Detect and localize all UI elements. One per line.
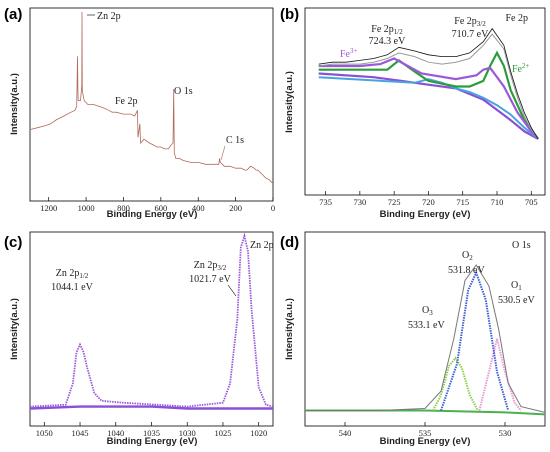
o1-label: O1 — [511, 280, 522, 292]
o1-energy: 530.5 eV — [498, 295, 535, 306]
o1s-baseline-line — [305, 409, 546, 416]
survey-spectrum-line — [29, 11, 274, 184]
panel-d-y-axis-label: Intensity(a.u.) — [284, 298, 295, 360]
x-tick-label: 600 — [154, 203, 167, 213]
fe2p32-label: Fe 2p3/2 — [454, 16, 486, 28]
x-tick-label: 1020 — [250, 428, 267, 438]
panel-d-title: O 1s — [512, 240, 531, 251]
panel-b: (b) 735 730 725 720 715 710 705 Fe 2p Fe 2p1/2… — [280, 6, 546, 220]
x-tick-label: 710 — [491, 197, 504, 207]
x-tick-label: 705 — [525, 197, 538, 207]
survey-fe2p-label: Fe 2p — [115, 96, 138, 107]
x-tick-label: 725 — [388, 197, 401, 207]
x-tick-label: 1040 — [107, 428, 124, 438]
panel-c: (c) 1050 1045 1040 1035 1030 1025 1020 Zn 2p Z… — [4, 231, 274, 447]
panel-letter-b: (b) — [280, 6, 299, 23]
x-tick-label: 1030 — [179, 428, 196, 438]
x-tick-label: 720 — [422, 197, 435, 207]
panel-b-y-axis-label: Intensity(a.u.) — [284, 71, 295, 133]
panel-b-x-axis-label: Binding Energy (eV) — [380, 209, 471, 220]
x-tick-label: 400 — [192, 203, 205, 213]
panel-d-x-axis-label: Binding Energy (eV) — [380, 436, 471, 447]
fe-raw-line — [318, 27, 539, 140]
panel-c-title: Zn 2p — [250, 240, 274, 251]
zn2p12-energy: 1044.1 eV — [51, 282, 93, 293]
o1s-envelope-line — [305, 264, 546, 413]
panel-b-frame — [304, 7, 546, 196]
panel-b-title: Fe 2p — [506, 13, 529, 24]
panel-c-x-axis-label: Binding Energy (eV) — [107, 436, 198, 447]
x-tick-label: 1025 — [214, 428, 231, 438]
zn2p32-energy: 1021.7 eV — [189, 274, 231, 285]
fe2-label: Fe2+ — [512, 62, 530, 75]
x-tick-label: 1200 — [40, 203, 57, 213]
o3-energy: 533.1 eV — [408, 320, 445, 331]
survey-o1s-label: O 1s — [174, 86, 193, 97]
panel-d-x-ticks: 540 535 530 — [339, 422, 512, 438]
x-tick-label: 1050 — [36, 428, 53, 438]
x-tick-label: 535 — [419, 428, 432, 438]
x-tick-label: 530 — [499, 428, 512, 438]
panel-a-x-ticks: 1200 1000 800 600 400 200 0 — [40, 197, 275, 213]
panel-letter-a: (a) — [4, 6, 22, 23]
c1s-pointer — [220, 145, 226, 161]
panel-c-y-axis-label: Intensity(a.u.) — [9, 298, 20, 360]
x-tick-label: 800 — [117, 203, 130, 213]
panel-b-x-ticks: 735 730 725 720 715 710 705 — [319, 191, 538, 207]
zn-fit-line — [29, 232, 274, 408]
fe-satellite-peak-line — [318, 76, 539, 140]
fe3-label: Fe3+ — [340, 47, 358, 60]
x-tick-label: 715 — [456, 197, 469, 207]
panel-a-y-axis-label: Intensity(a.u.) — [9, 73, 20, 135]
panel-a-x-axis-label: Binding Energy (eV) — [107, 209, 198, 220]
x-tick-label: 540 — [339, 428, 352, 438]
x-tick-label: 1045 — [72, 428, 89, 438]
x-tick-label: 1035 — [143, 428, 160, 438]
survey-zn2p-label: Zn 2p — [97, 11, 121, 22]
zn-baseline-line — [29, 405, 273, 410]
panel-a: (a) 1200 1000 800 600 400 200 0 Binding Energy… — [4, 6, 275, 220]
x-tick-label: 1000 — [78, 203, 95, 213]
fe2p12-label: Fe 2p1/2 — [371, 24, 403, 36]
o3-peak-line — [432, 356, 479, 411]
fe-envelope-line — [318, 33, 539, 140]
zn2p32-pointer — [227, 284, 237, 297]
x-tick-label: 0 — [271, 203, 275, 213]
zn2p12-label: Zn 2p1/2 — [56, 268, 89, 280]
o2-label: O2 — [462, 250, 473, 262]
o3-label: O3 — [422, 305, 433, 317]
fe2p12-energy: 724.3 eV — [369, 36, 406, 47]
fe2p32-energy: 710.7 eV — [452, 29, 489, 40]
panel-a-frame — [29, 7, 274, 202]
x-tick-label: 730 — [353, 197, 366, 207]
panel-letter-c: (c) — [4, 234, 22, 251]
panel-d: (d) 540 535 530 O 1s O2 531.8 eV O1 530.5 … — [280, 231, 546, 447]
fe-background-line — [318, 72, 539, 140]
o2-energy: 531.8 eV — [448, 265, 485, 276]
panel-c-frame — [29, 231, 274, 427]
panel-letter-d: (d) — [280, 234, 299, 251]
x-tick-label: 735 — [319, 197, 332, 207]
survey-c1s-label: C 1s — [226, 135, 244, 146]
o1-peak-line — [478, 338, 522, 412]
o2-peak-line — [440, 270, 510, 411]
panel-c-x-ticks: 1050 1045 1040 1035 1030 1025 1020 — [36, 422, 267, 438]
fe3-peak-line — [318, 57, 539, 140]
zn2p32-label: Zn 2p3/2 — [194, 260, 227, 272]
x-tick-label: 200 — [229, 203, 242, 213]
